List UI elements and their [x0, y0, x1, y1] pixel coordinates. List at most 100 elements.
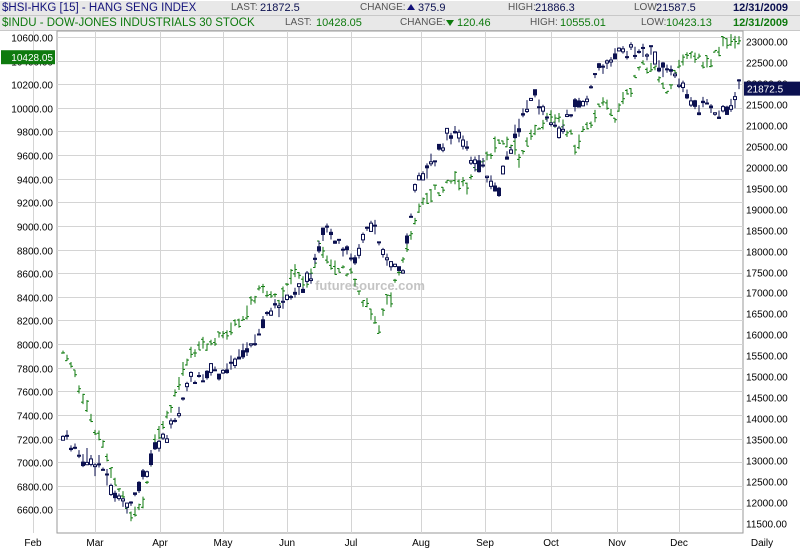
x-tick-label: Dec [670, 538, 688, 549]
ohlc-candle-body [229, 361, 233, 364]
y-right-tick-label: 20500.00 [746, 143, 788, 154]
secondary-low-value: 10423.13 [666, 17, 712, 29]
ohlc-candle-body [449, 135, 453, 139]
ohlc-candle-body [721, 106, 725, 112]
ohlc-candle-body [421, 173, 425, 181]
ohlc-candle-body [89, 458, 93, 465]
ohlc-candle-body [233, 358, 237, 367]
y-left-tick-label: 6800.00 [17, 483, 54, 494]
ohlc-candle-body [101, 468, 105, 471]
primary-last-value: 21872.5 [260, 2, 300, 14]
ohlc-candle-body [281, 300, 285, 303]
ohlc-candle-body [301, 288, 305, 293]
y-left-tick-label: 7400.00 [17, 412, 54, 423]
ohlc-candle-body [293, 291, 297, 295]
grid [33, 30, 744, 534]
y-left-tick-label: 9000.00 [17, 223, 54, 234]
ohlc-candle-body [713, 112, 717, 115]
ohlc-candle-body [561, 128, 565, 132]
ohlc-candle-body [249, 343, 253, 346]
ohlc-candle-body [597, 63, 601, 68]
ohlc-candle-body [725, 106, 729, 115]
x-tick-label: Daily [751, 538, 773, 549]
y-right-tick-label: 20000.00 [746, 164, 788, 175]
series-hsi [61, 42, 741, 514]
right-last-value-badge [744, 81, 800, 96]
ohlc-candle-body [261, 319, 265, 329]
y-right-tick-label: 23000.00 [746, 38, 788, 49]
ohlc-candle-body [625, 56, 629, 59]
ohlc-candle-body [237, 356, 241, 360]
y-right-tick-label: 16000.00 [746, 331, 788, 342]
ohlc-candle-body [313, 257, 317, 260]
secondary-low-label: LOW: [641, 17, 667, 28]
ohlc-candle-body [669, 69, 673, 72]
ohlc-candle-body [629, 44, 633, 48]
y-right-tick-label: 12000.00 [746, 499, 788, 510]
ohlc-candle-body [581, 101, 585, 107]
ohlc-candle-body [145, 471, 149, 477]
ohlc-candle-body [473, 159, 477, 165]
y-left-tick-label: 8400.00 [17, 294, 54, 305]
ohlc-candle-body [149, 453, 153, 466]
ohlc-candle-body [65, 434, 69, 437]
ohlc-candle-body [361, 233, 365, 241]
secondary-last-label: LAST: [285, 17, 312, 28]
ohlc-candle-body [677, 84, 681, 87]
left-last-value-label: 10428.05 [11, 53, 53, 64]
ohlc-candle-body [637, 50, 641, 53]
y-right-tick-label: 13000.00 [746, 457, 788, 468]
ohlc-candle-body [509, 149, 513, 154]
ohlc-candle-body [285, 294, 289, 301]
ohlc-candle-body [165, 438, 169, 443]
ohlc-candle-body [485, 175, 489, 179]
y-right-tick-label: 19500.00 [746, 185, 788, 196]
x-tick-label: Feb [24, 538, 42, 549]
y-left-tick-label: 10600.00 [11, 34, 53, 45]
ohlc-candle-body [69, 447, 73, 451]
ohlc-candle-body [117, 495, 121, 500]
y-right-tick-label: 13500.00 [746, 436, 788, 447]
ohlc-candle-body [493, 185, 497, 192]
ohlc-candle-body [253, 343, 257, 346]
ohlc-candle-body [497, 187, 501, 197]
ohlc-candle-body [81, 461, 85, 467]
ohlc-candle-body [525, 108, 529, 112]
ohlc-candle-body [289, 296, 293, 299]
ohlc-candle-body [121, 498, 125, 502]
ohlc-candle-body [137, 481, 141, 492]
ohlc-candle-body [553, 124, 557, 127]
x-tick-label: Apr [152, 538, 168, 549]
y-left-tick-label: 10000.00 [11, 105, 53, 116]
change-down-arrow-icon [446, 19, 454, 26]
y-left-tick-label: 7200.00 [17, 436, 54, 447]
x-tick-label: May [214, 538, 233, 549]
ohlc-candle-body [549, 122, 553, 125]
ohlc-candle-body [405, 235, 409, 244]
primary-high-label: HIGH: [508, 2, 536, 13]
ohlc-candle-body [593, 73, 597, 76]
y-right-tick-label: 15000.00 [746, 373, 788, 384]
secondary-symbol: $INDU - DOW-JONES INDUSTRIALS 30 STOCK [2, 17, 255, 29]
ohlc-candle-body [105, 473, 109, 476]
ohlc-candle-body [617, 47, 621, 52]
x-tick-label: Jun [279, 538, 295, 549]
ohlc-candle-body [169, 420, 173, 425]
y-right-tick-label: 14500.00 [746, 394, 788, 405]
ohlc-candle-body [701, 100, 705, 104]
ohlc-candle-body [685, 94, 689, 99]
ohlc-candle-body [409, 215, 413, 218]
ohlc-candle-body [673, 73, 677, 77]
ohlc-candle-body [181, 397, 185, 400]
ohlc-candle-body [513, 133, 517, 139]
ohlc-candle-body [717, 116, 721, 119]
ohlc-candle-body [537, 106, 541, 109]
ohlc-candle-body [613, 53, 617, 60]
x-tick-label: Oct [543, 538, 559, 549]
primary-last-label: LAST: [231, 2, 258, 13]
y-left-tick-label: 6600.00 [17, 506, 54, 517]
ohlc-candle-body [489, 180, 493, 187]
y-right-tick-label: 11500.00 [746, 520, 787, 531]
ohlc-candle-body [61, 435, 65, 441]
